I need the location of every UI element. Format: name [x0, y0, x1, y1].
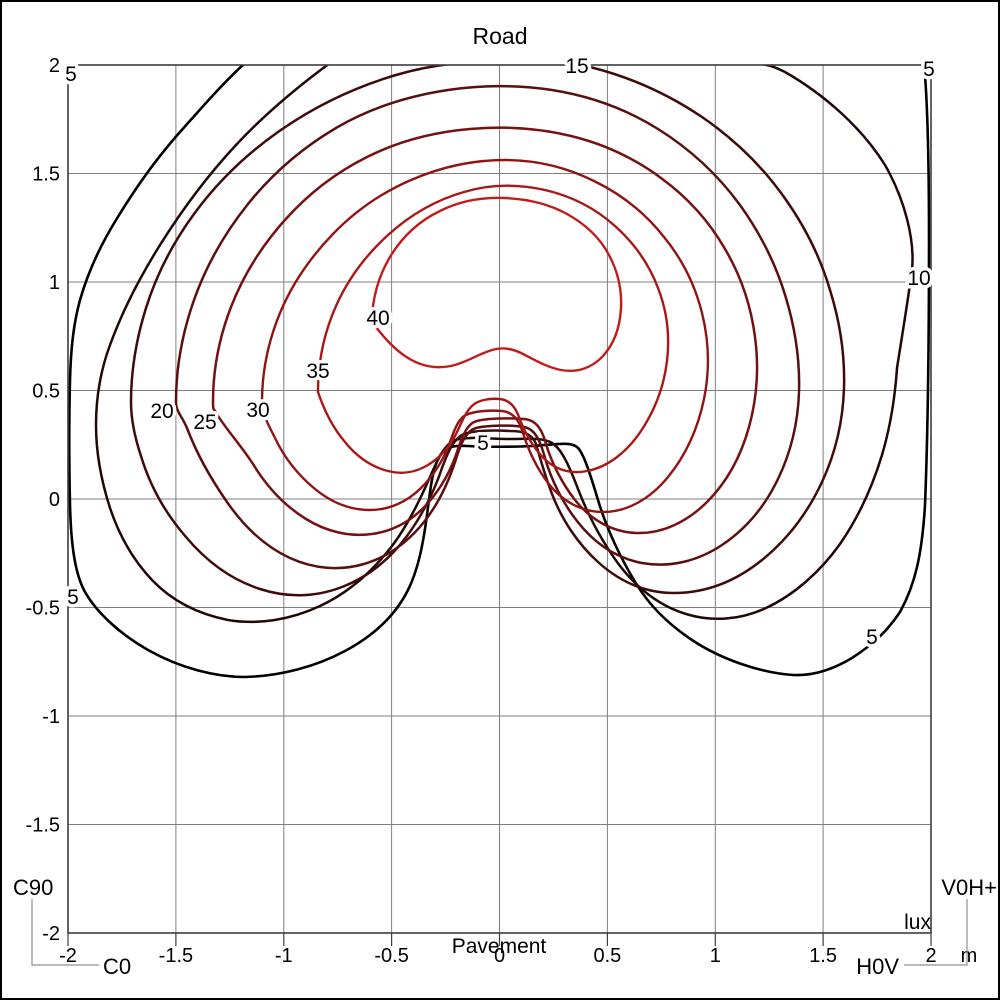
y-axis-labels: 2 1.5 1 0.5 0 -0.5 -1 -1.5 -2: [26, 55, 60, 945]
plane-label-c0: C0: [103, 954, 131, 979]
y-tick-label: 0.5: [32, 381, 60, 403]
contour-lines: [68, 65, 931, 679]
y-tick-label: -2: [42, 923, 60, 945]
contour-label-30: 30: [246, 399, 269, 422]
contour-label-20: 20: [150, 400, 173, 423]
y-tick-label: 0: [49, 489, 60, 511]
x-axis-ticks: [67, 933, 932, 946]
x-axis-unit: m: [961, 945, 978, 967]
lux-unit-label: lux: [904, 911, 931, 934]
x-tick-label: -1: [275, 945, 293, 967]
contour-30-path: [260, 158, 710, 514]
x-tick-label: -2: [59, 945, 77, 967]
contour-15-path: [129, 65, 846, 597]
contour-20-path: [174, 85, 801, 570]
y-tick-label: -0.5: [26, 598, 60, 620]
y-tick-label: -1: [42, 706, 60, 728]
contour-label-40: 40: [366, 307, 389, 330]
contour-label-15: 15: [565, 55, 588, 78]
contour-35-path: [316, 184, 670, 474]
plot-border: [67, 64, 932, 934]
y-tick-label: 1.5: [32, 164, 60, 186]
plane-label-v0h: V0H+: [941, 875, 997, 900]
contour-10-path: [94, 65, 914, 624]
contour-label-5-topright: 5: [923, 58, 935, 81]
plane-label-c90: C90: [13, 875, 53, 900]
contour-label-25: 25: [193, 411, 216, 434]
c90-c0-connector-line: [31, 899, 99, 966]
x-tick-label: 0: [494, 945, 505, 967]
grid-lines: [68, 65, 931, 933]
pavement-label: Pavement: [452, 935, 547, 958]
contour-40-path: [370, 196, 623, 372]
y-tick-label: 2: [49, 55, 60, 77]
contour-label-5-topleft: 5: [65, 63, 77, 86]
contour-label-5-center: 5: [477, 432, 489, 455]
x-tick-label: 1.5: [809, 945, 837, 967]
contour-25-path: [211, 126, 759, 537]
x-tick-label: 0.5: [593, 945, 621, 967]
contour-label-5-right: 5: [866, 626, 878, 649]
y-tick-label: -1.5: [26, 815, 60, 837]
x-tick-label: 1: [710, 945, 721, 967]
x-tick-label: 2: [925, 945, 936, 967]
chart-title: Road: [473, 23, 528, 49]
x-tick-label: -1.5: [159, 945, 193, 967]
x-tick-label: -0.5: [374, 945, 408, 967]
contour-label-5-left: 5: [67, 586, 79, 609]
plane-label-h0v: H0V: [856, 954, 899, 979]
contour-label-35: 35: [306, 360, 329, 383]
y-tick-label: 1: [49, 272, 60, 294]
contour-level-labels: 5 15 5 10 40 35 30 25 20 5 5 5: [62, 52, 939, 653]
v0h-h0v-connector-line: [904, 899, 968, 966]
contour-label-10: 10: [907, 267, 930, 290]
x-axis-labels: -2 -1.5 -1 -0.5 0 0.5 1 1.5 2 m: [59, 945, 977, 967]
plane-annotations: C90 C0 V0H+ H0V: [13, 875, 997, 979]
